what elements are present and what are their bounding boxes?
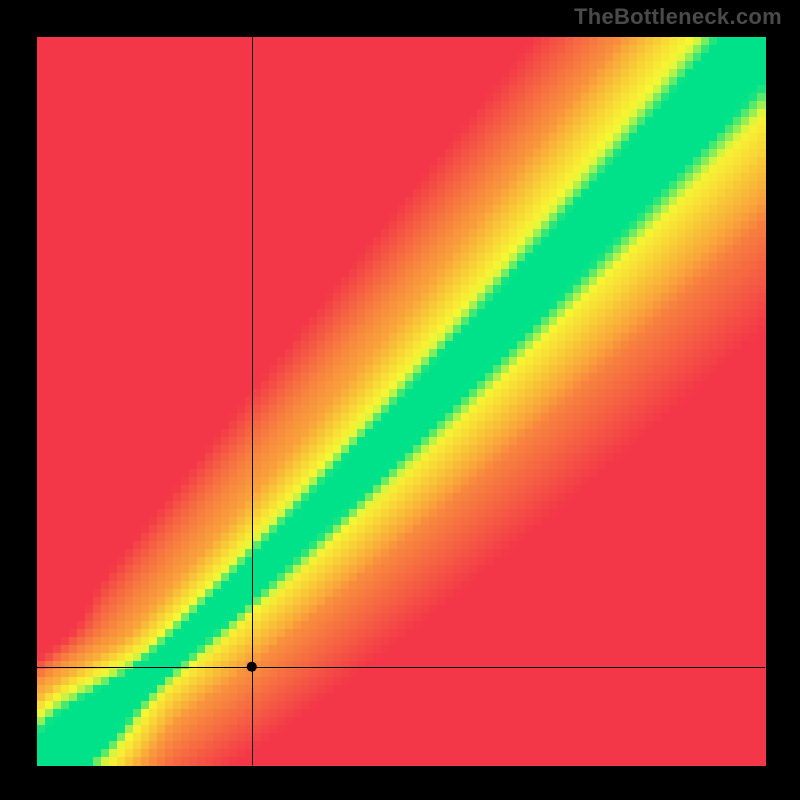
watermark-text: TheBottleneck.com — [574, 4, 782, 30]
bottleneck-heatmap — [0, 0, 800, 800]
chart-container: TheBottleneck.com — [0, 0, 800, 800]
